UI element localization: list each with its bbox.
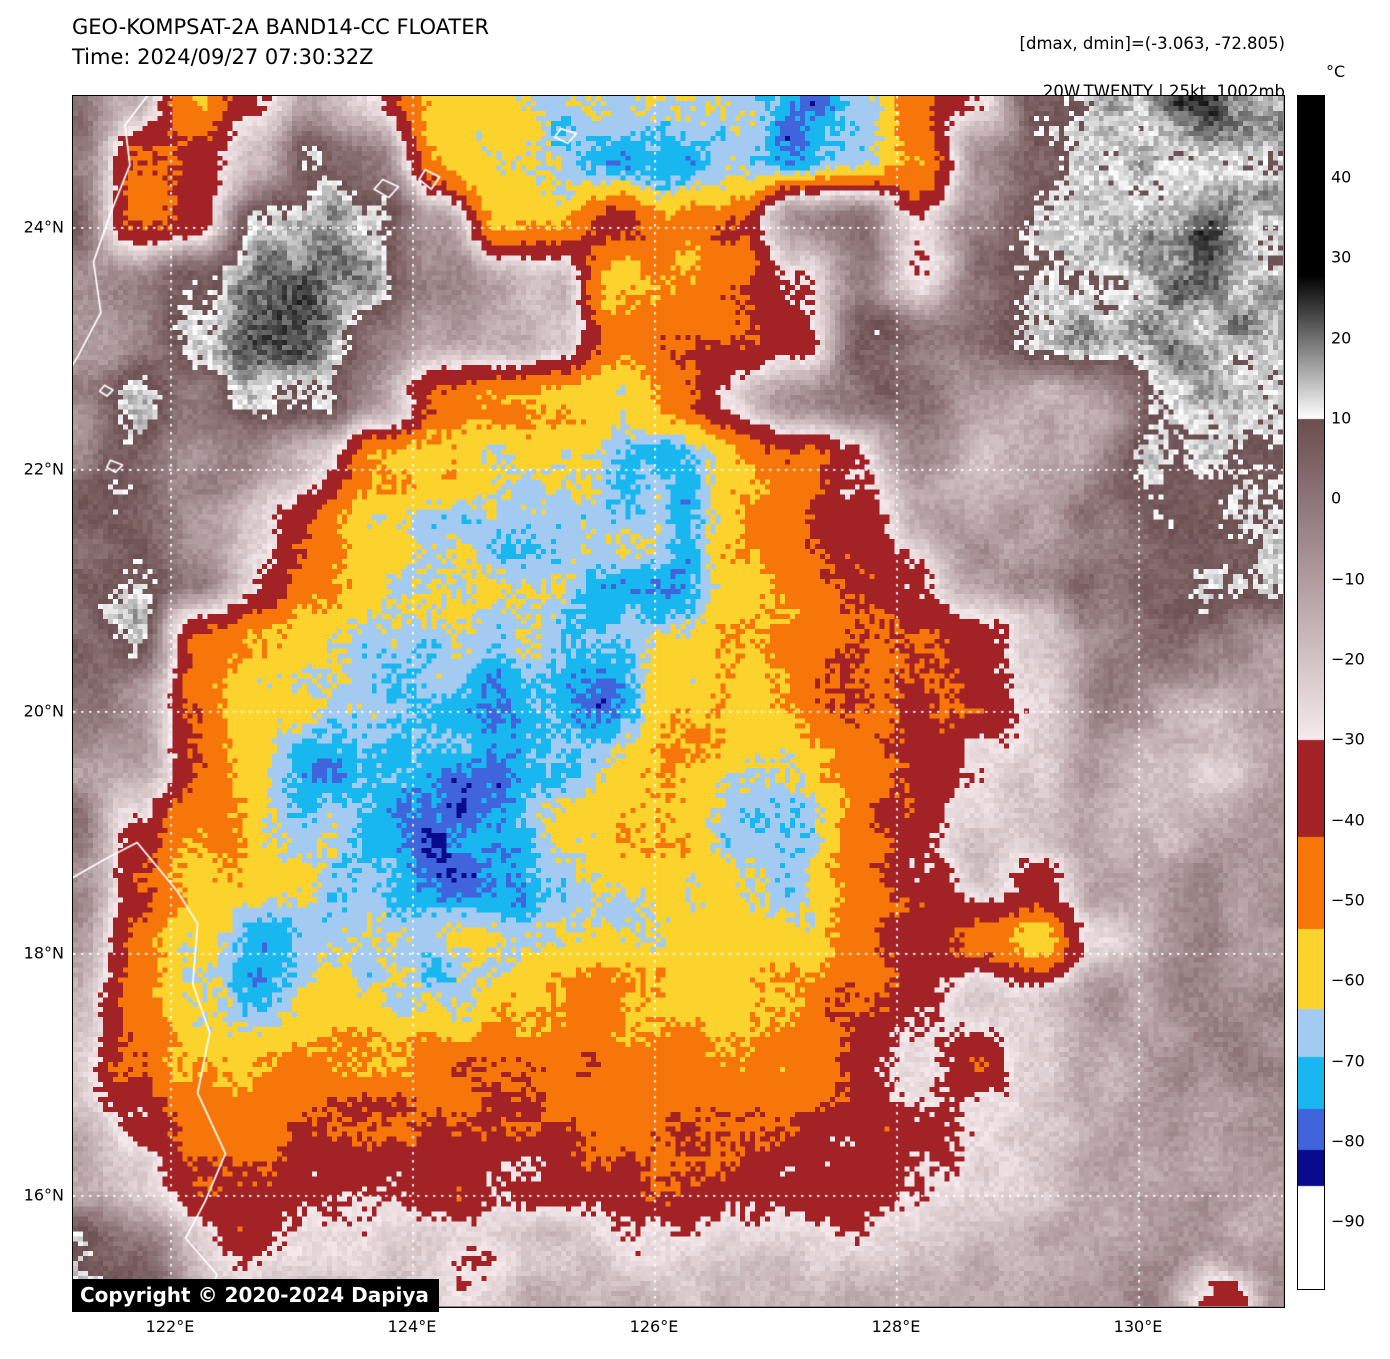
dmax-dmin-label: [dmax, dmin]=(-3.063, -72.805) — [1019, 34, 1285, 53]
y-axis-tick-label: 18°N — [23, 943, 64, 963]
map-plot-area — [72, 95, 1285, 1308]
colorbar-tick-label: 0 — [1331, 488, 1342, 508]
colorbar-tick-label: −30 — [1331, 729, 1365, 749]
page-title: GEO-KOMPSAT-2A BAND14-CC FLOATER — [72, 15, 490, 39]
colorbar-unit-label: °C — [1326, 62, 1346, 81]
x-axis-tick-label: 124°E — [387, 1317, 437, 1336]
map-grid-coastline-overlay — [73, 96, 1283, 1306]
colorbar-tick-label: −70 — [1331, 1051, 1365, 1071]
colorbar-tick-label: −50 — [1331, 890, 1365, 910]
colorbar-gradient-canvas — [1298, 96, 1324, 1289]
x-axis-tick-label: 130°E — [1113, 1317, 1163, 1336]
colorbar-tick-label: −40 — [1331, 810, 1365, 830]
colorbar-tick-label: −10 — [1331, 569, 1365, 589]
colorbar-tick-label: −80 — [1331, 1131, 1365, 1151]
x-axis-tick-label: 126°E — [629, 1317, 679, 1336]
y-axis-tick-label: 20°N — [23, 701, 64, 721]
colorbar — [1297, 95, 1325, 1290]
colorbar-tick-label: −60 — [1331, 970, 1365, 990]
x-axis-tick-label: 122°E — [145, 1317, 195, 1336]
colorbar-tick-label: 20 — [1331, 328, 1352, 348]
copyright-badge: Copyright © 2020-2024 Dapiya — [72, 1279, 439, 1312]
colorbar-tick-label: 30 — [1331, 247, 1352, 267]
y-axis-tick-label: 24°N — [23, 217, 64, 237]
storm-annotation: [dmax, dmin]=(-3.063, -72.805) 20W.TWENT… — [1020, 32, 1285, 104]
x-axis-tick-label: 128°E — [871, 1317, 921, 1336]
colorbar-tick-label: 40 — [1331, 167, 1352, 187]
colorbar-tick-label: −20 — [1331, 649, 1365, 669]
timestamp-label: Time: 2024/09/27 07:30:32Z — [72, 45, 374, 69]
y-axis-tick-label: 16°N — [23, 1185, 64, 1205]
colorbar-tick-label: −90 — [1331, 1211, 1365, 1231]
colorbar-tick-label: 10 — [1331, 408, 1352, 428]
y-axis-tick-label: 22°N — [23, 459, 64, 479]
